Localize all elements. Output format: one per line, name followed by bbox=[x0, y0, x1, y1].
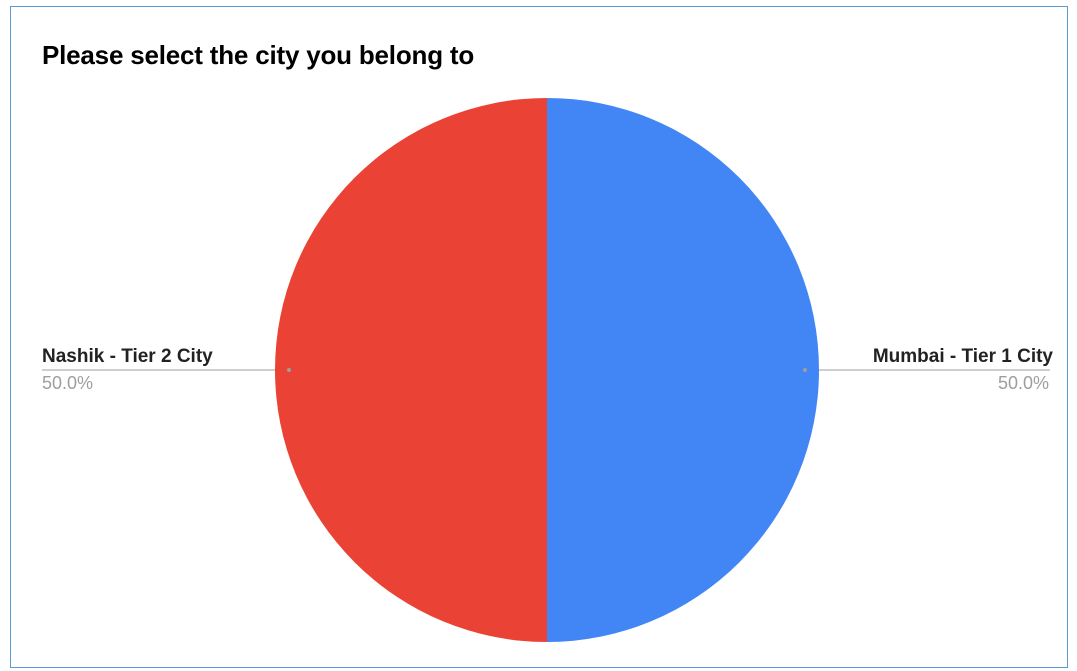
pie-slice-1 bbox=[275, 98, 547, 642]
leader-dot-0 bbox=[803, 368, 807, 372]
slice-label-nashik: Nashik - Tier 2 City bbox=[42, 346, 213, 367]
pie-slice-0 bbox=[547, 98, 819, 642]
slice-percent-mumbai: 50.0% bbox=[997, 373, 1049, 393]
slice-label-mumbai: Mumbai - Tier 1 City bbox=[872, 346, 1053, 367]
leader-dot-1 bbox=[287, 368, 291, 372]
slice-percent-nashik: 50.0% bbox=[42, 373, 94, 393]
chart-title: Please select the city you belong to bbox=[42, 40, 475, 70]
